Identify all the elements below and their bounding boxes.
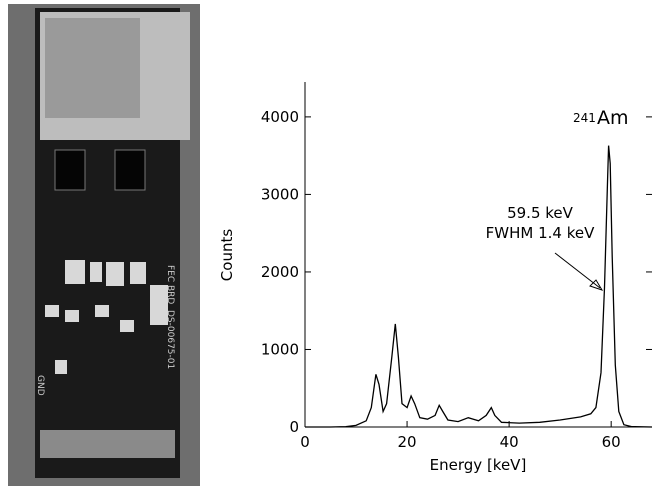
arrow-head xyxy=(589,279,604,291)
isotope-mass: 241 xyxy=(573,111,596,125)
y-tick-label: 3000 xyxy=(261,185,299,203)
board-photo: FEC BRD DS-00675-01 GND xyxy=(8,4,200,486)
chip xyxy=(114,149,146,191)
x-tick-label: 0 xyxy=(300,433,310,451)
connector xyxy=(40,430,175,458)
x-tick-label: 60 xyxy=(602,433,621,451)
board-label: DS-00675-01 xyxy=(165,310,175,369)
annotation: 59.5 keV xyxy=(507,204,574,222)
y-tick-label: 0 xyxy=(289,418,299,436)
x-axis-label: Energy [keV] xyxy=(430,456,527,474)
y-tick-label: 4000 xyxy=(261,108,299,126)
chip xyxy=(54,149,86,191)
annotation: FWHM 1.4 keV xyxy=(486,224,595,242)
y-tick-label: 2000 xyxy=(261,263,299,281)
y-tick-label: 1000 xyxy=(261,340,299,358)
board-label: GND xyxy=(35,375,45,396)
board-label: FEC BRD xyxy=(165,265,175,304)
spectrum-line xyxy=(305,145,653,428)
isotope-symbol: Am xyxy=(597,107,629,129)
x-tick-label: 40 xyxy=(500,433,519,451)
sensor-die xyxy=(45,18,140,118)
components xyxy=(45,260,168,374)
x-tick-label: 20 xyxy=(398,433,417,451)
y-axis-label: Counts xyxy=(218,229,236,282)
arrow xyxy=(554,252,601,289)
